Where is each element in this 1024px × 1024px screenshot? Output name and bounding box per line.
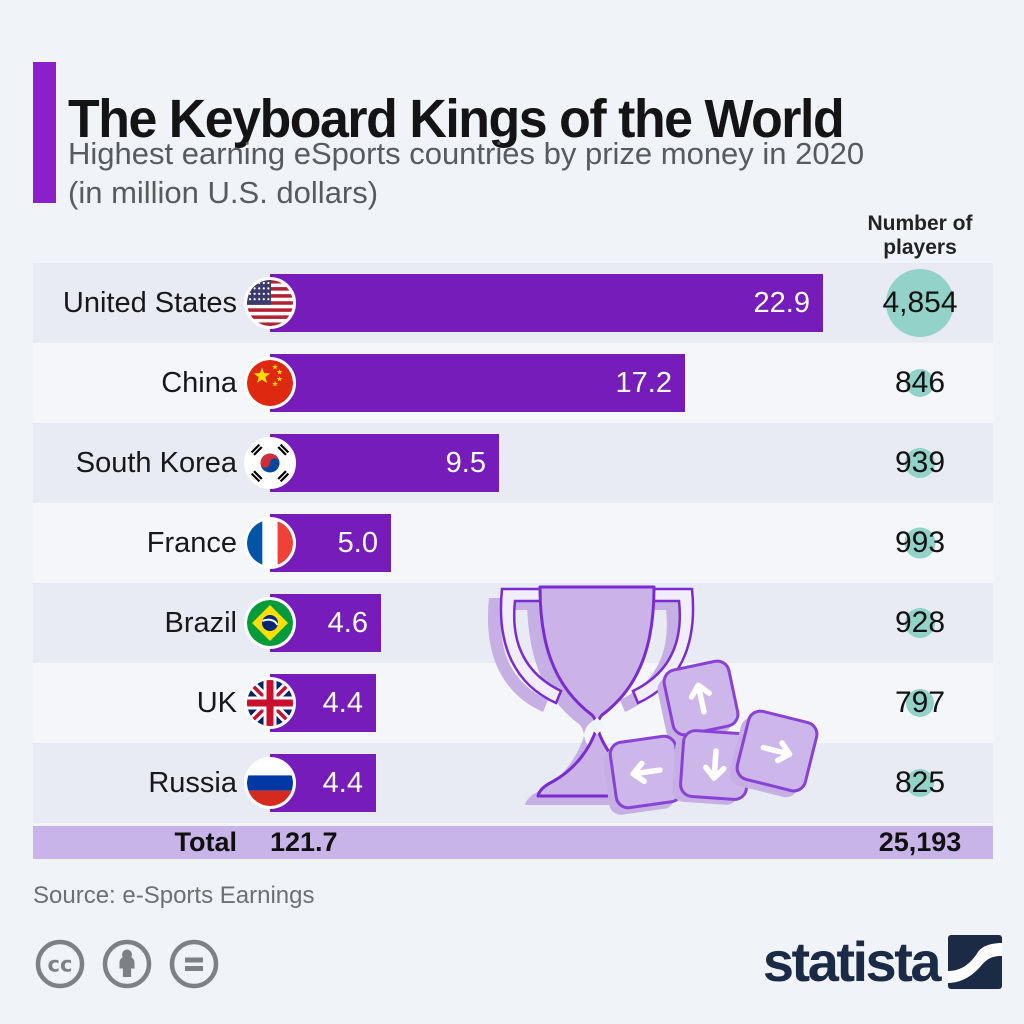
players-circle: [886, 269, 954, 337]
statista-logo-mark: [948, 935, 1002, 989]
country-label: United States: [62, 287, 237, 319]
statista-wordmark: statista: [762, 930, 942, 993]
players-circle: [906, 369, 934, 397]
prize-value: 4.6: [327, 607, 368, 639]
players-cell: 939: [825, 423, 1015, 503]
players-column-header: Number of players: [867, 212, 973, 260]
players-count: 825: [894, 766, 946, 799]
players-count: 4,854: [882, 286, 958, 319]
total-label: Total: [174, 827, 238, 857]
country-flag-icon: [244, 357, 296, 409]
country-flag-icon: [244, 757, 296, 809]
players-circle: [905, 608, 935, 638]
cc-nd-icon[interactable]: [168, 938, 220, 990]
total-prize-value: 121.7: [270, 827, 338, 857]
cc-attribution-icon[interactable]: [101, 938, 153, 990]
total-row: Total 121.7 25,193: [33, 826, 993, 859]
players-circle: [905, 448, 935, 478]
country-row: United States 22.9 4,854: [33, 263, 993, 343]
country-label: UK: [196, 687, 237, 719]
license-icons: cc: [34, 938, 220, 990]
country-label: Russia: [148, 767, 237, 799]
players-circle: [904, 527, 936, 559]
country-label: China: [161, 367, 237, 399]
prize-value: 22.9: [753, 287, 810, 319]
prize-value: 4.4: [322, 687, 363, 719]
players-cell: 4,854: [825, 263, 1015, 343]
country-flag-icon: [244, 597, 296, 649]
prize-bar: 17.2: [270, 354, 685, 412]
page-title: The Keyboard Kings of the World: [68, 89, 845, 150]
source-note: Source: e-Sports Earnings: [33, 882, 315, 909]
cc-icon[interactable]: cc: [34, 938, 86, 990]
players-cell: 846: [825, 343, 1015, 423]
prize-value: 17.2: [615, 367, 672, 399]
svg-text:cc: cc: [48, 953, 73, 977]
prize-bar: 9.5: [270, 434, 499, 492]
page-subtitle: Highest earning eSports countries by pri…: [68, 134, 864, 212]
players-cell: 993: [825, 503, 1015, 583]
players-cell: 797: [825, 663, 1015, 743]
players-count: 928: [894, 606, 946, 639]
country-row: South Korea 9.5 939: [33, 423, 993, 503]
subtitle-line-1: Highest earning eSports countries by pri…: [68, 136, 865, 171]
players-count: 993: [894, 526, 946, 559]
statista-logo[interactable]: statista: [763, 934, 1002, 990]
country-row: Russia 4.4 825: [33, 743, 993, 823]
players-cell: 928: [825, 583, 1015, 663]
prize-value: 5.0: [337, 527, 378, 559]
subtitle-line-2: (in million U.S. dollars): [68, 175, 379, 211]
country-flag-icon: [244, 677, 296, 729]
players-circle: [906, 769, 934, 797]
country-label: Brazil: [164, 607, 237, 639]
country-row: France 5.0 993: [33, 503, 993, 583]
country-row: UK 4.4 797: [33, 663, 993, 743]
country-row: China 17.2 846: [33, 343, 993, 423]
country-label: South Korea: [75, 447, 237, 479]
chart-rows: United States 22.9 4,854 China 17.2 846 …: [33, 263, 993, 823]
title-accent-bar: [33, 62, 56, 203]
total-players-value: 25,193: [878, 827, 962, 857]
players-count: 797: [894, 686, 946, 719]
prize-value: 4.4: [322, 767, 363, 799]
country-flag-icon: [244, 517, 296, 569]
players-circle: [906, 689, 934, 717]
players-cell: 825: [825, 743, 1015, 823]
prize-value: 9.5: [445, 447, 486, 479]
prize-bar: 22.9: [270, 274, 823, 332]
country-flag-icon: [244, 277, 296, 329]
players-count: 939: [894, 446, 946, 479]
players-count: 846: [894, 366, 946, 399]
country-row: Brazil 4.6 928: [33, 583, 993, 663]
country-flag-icon: [244, 437, 296, 489]
country-label: France: [146, 527, 237, 559]
